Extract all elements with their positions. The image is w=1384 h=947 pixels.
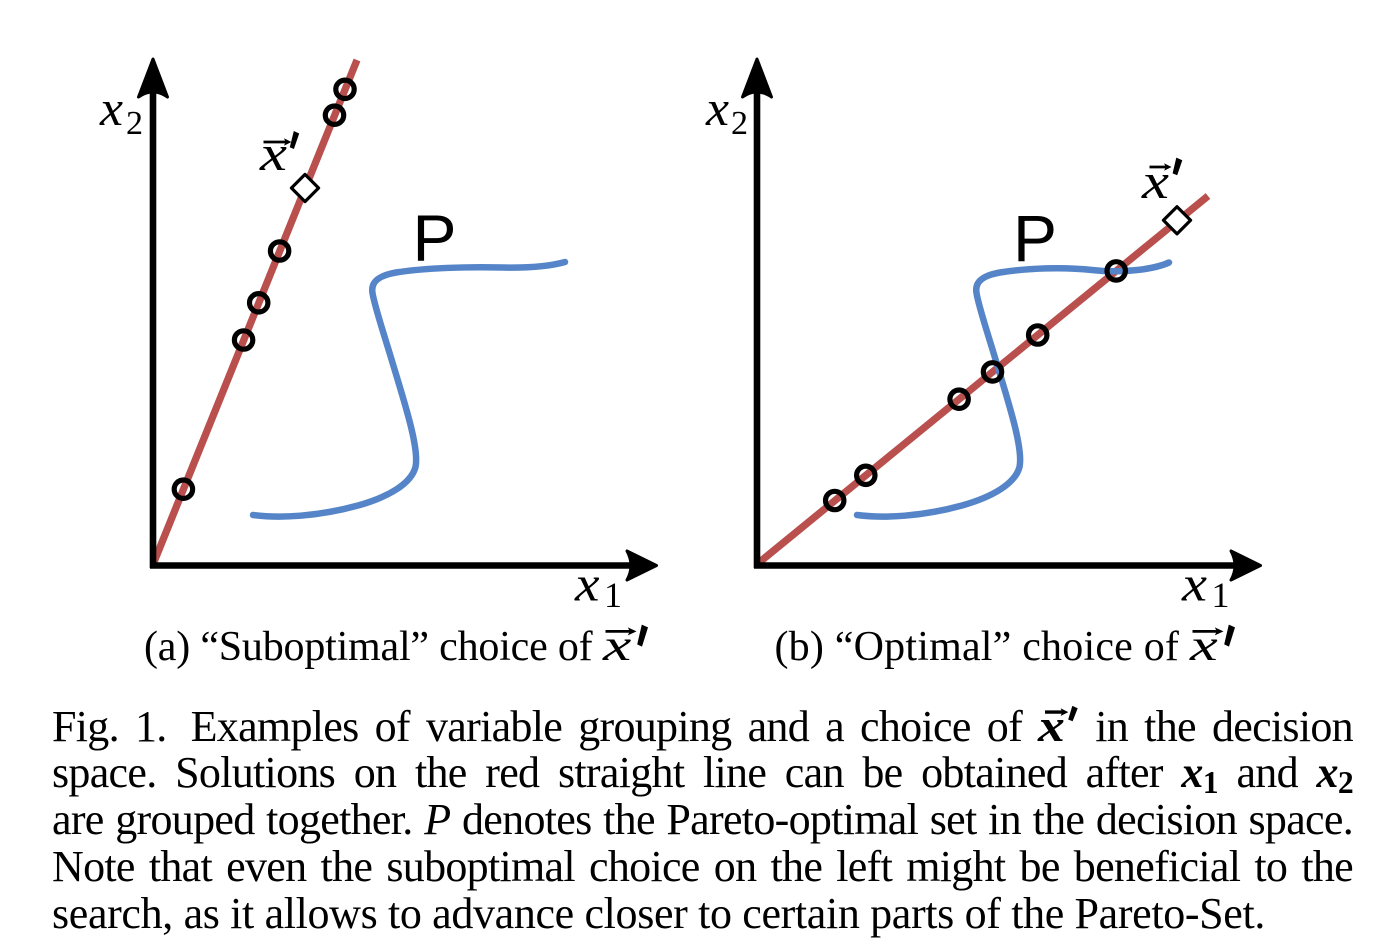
svg-text:x: x	[601, 621, 631, 670]
svg-text:x: x	[1181, 555, 1207, 611]
svg-text:x: x	[705, 80, 729, 136]
svg-text:x: x	[1188, 621, 1218, 670]
svg-text:x: x	[99, 80, 123, 136]
svg-text:P: P	[413, 201, 457, 275]
svg-text:x: x	[1037, 701, 1064, 751]
svg-text:P: P	[1013, 201, 1057, 275]
svg-text:2: 2	[731, 105, 748, 142]
svg-text:x: x	[1141, 153, 1169, 209]
svg-text:x: x	[574, 555, 600, 611]
svg-text:x: x	[259, 125, 287, 181]
svg-text:1: 1	[604, 575, 622, 615]
svg-text:2: 2	[126, 105, 143, 142]
svg-text:1: 1	[1212, 575, 1230, 615]
